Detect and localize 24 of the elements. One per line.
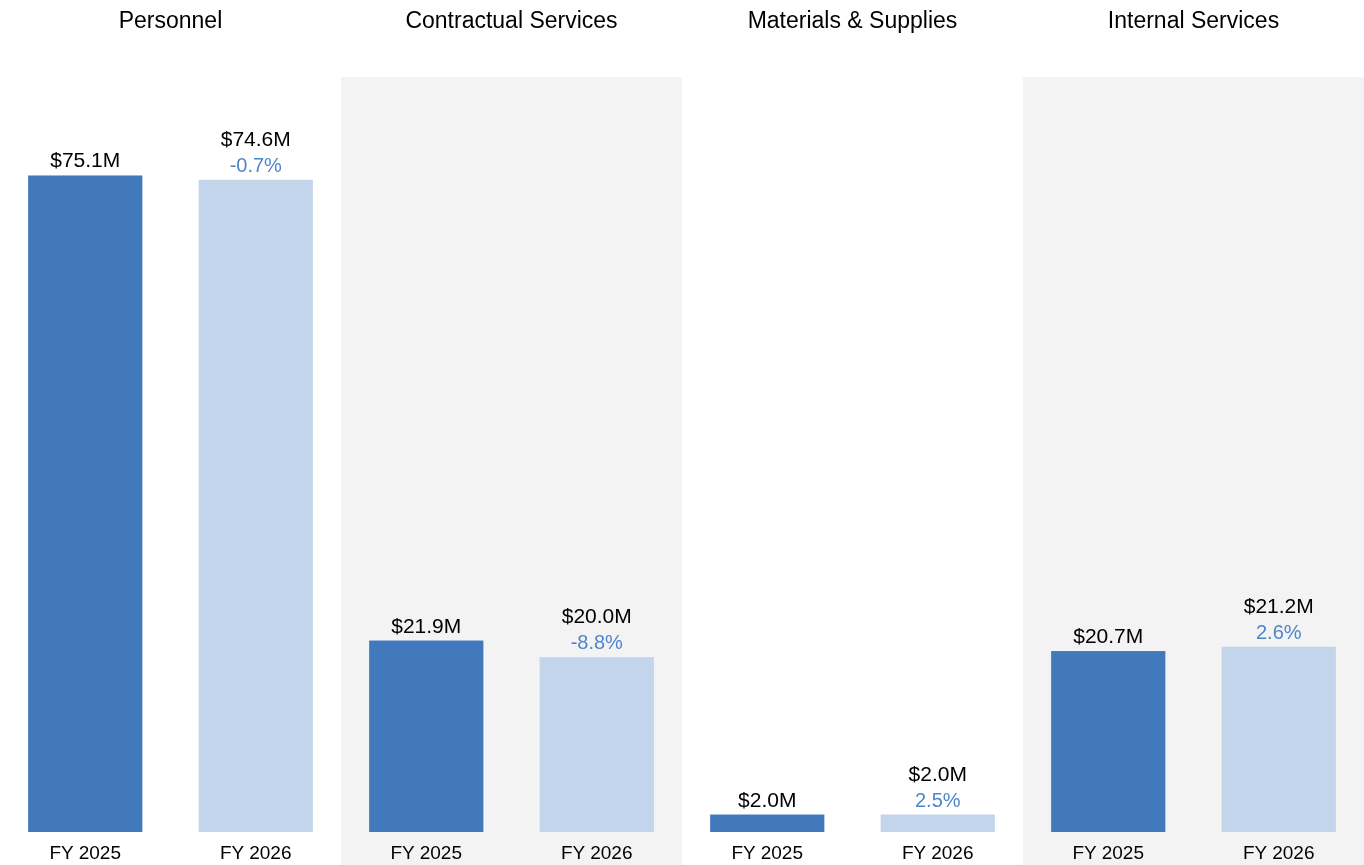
data-label: $21.9M [391, 613, 462, 637]
chart-title: Materials & Supplies [747, 7, 958, 33]
data-label: $75.1M [50, 148, 121, 172]
chart-title: Contractual Services [405, 7, 618, 33]
x-tick-label: FY 2025 [731, 842, 803, 863]
x-tick-label: FY 2026 [902, 842, 974, 863]
x-tick-label: FY 2025 [390, 842, 462, 863]
chart-title: Internal Services [1107, 7, 1280, 33]
x-tick-label: FY 2025 [49, 842, 121, 863]
annotation: -0.7% [229, 153, 283, 176]
x-tick-label: FY 2026 [561, 842, 633, 863]
data-label: $20.0M [561, 604, 632, 628]
data-label: $21.2M [1243, 593, 1314, 617]
data-label: $2.0M [908, 761, 967, 785]
data-label: $2.0M [738, 787, 797, 811]
chart-title: Personnel [118, 7, 223, 33]
x-tick-label: FY 2025 [1072, 842, 1144, 863]
data-label: $74.6M [220, 126, 291, 150]
x-tick-label: FY 2026 [1243, 842, 1315, 863]
x-tick-label: FY 2026 [220, 842, 292, 863]
annotation: 2.5% [914, 788, 961, 811]
data-label: $20.7M [1073, 624, 1144, 648]
annotation: -8.8% [570, 631, 624, 654]
annotation: 2.6% [1255, 620, 1302, 643]
